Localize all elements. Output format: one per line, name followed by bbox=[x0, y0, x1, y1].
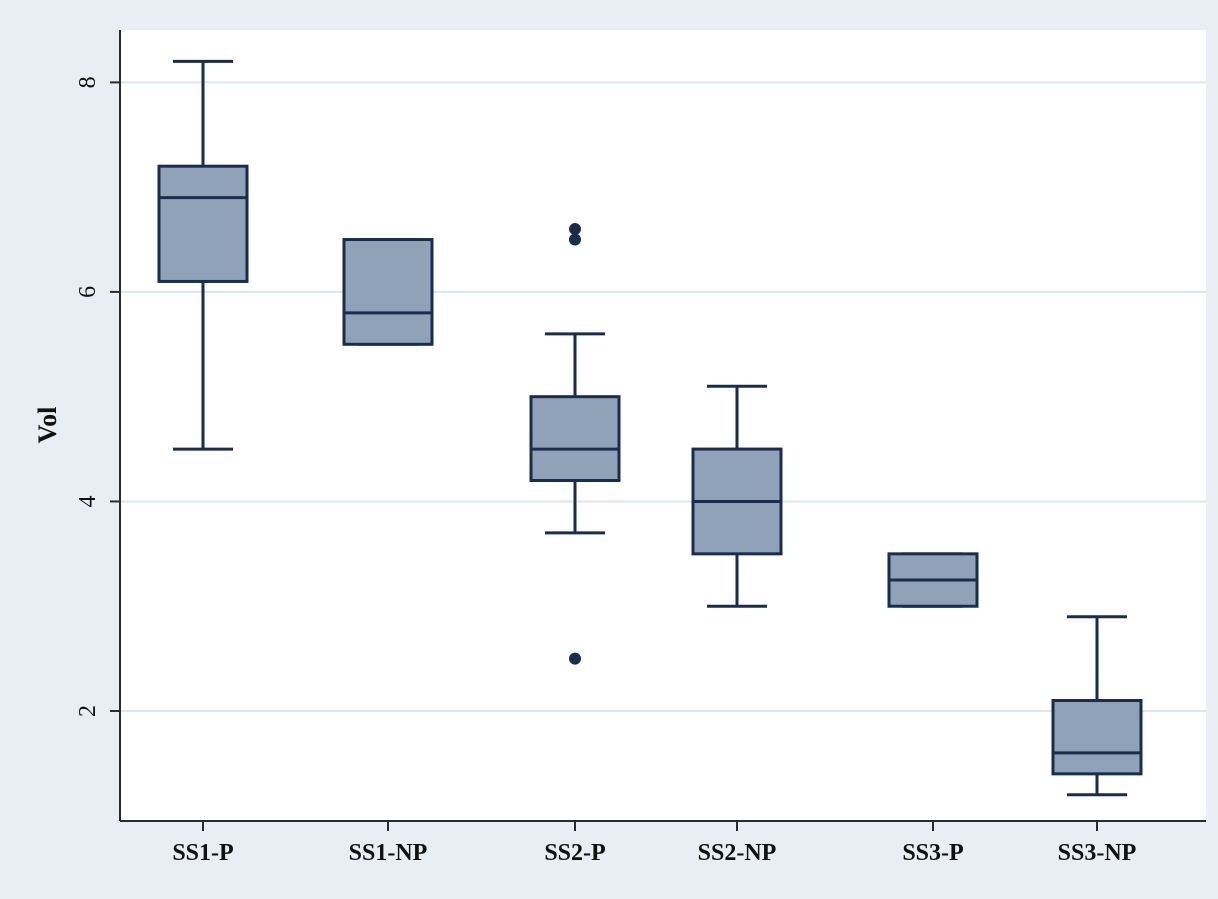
x-tick-label: SS2-NP bbox=[698, 840, 777, 866]
x-tick-label: SS3-P bbox=[902, 840, 963, 866]
x-tick-label: SS1-NP bbox=[349, 840, 428, 866]
x-tick-label: SS3-NP bbox=[1058, 840, 1137, 866]
box-group bbox=[157, 59, 249, 451]
y-axis-label: Vol bbox=[33, 407, 62, 444]
outlier-point bbox=[569, 223, 581, 236]
x-tick-label: SS1-P bbox=[172, 840, 233, 866]
plot-area bbox=[120, 30, 1206, 821]
box-group bbox=[1051, 615, 1143, 797]
box-iqr bbox=[1051, 699, 1143, 776]
box-iqr bbox=[157, 164, 249, 283]
y-tick-label: 4 bbox=[75, 495, 101, 507]
gridlines bbox=[120, 81, 1206, 712]
box-group bbox=[887, 552, 979, 608]
y-tick-label: 8 bbox=[75, 76, 101, 88]
y-tick-label: 6 bbox=[75, 286, 101, 298]
box-iqr bbox=[342, 238, 434, 346]
axes bbox=[119, 30, 1206, 822]
outlier-point bbox=[569, 233, 581, 246]
box-group bbox=[342, 238, 434, 346]
box-iqr bbox=[529, 395, 621, 483]
outlier-point bbox=[569, 652, 581, 665]
boxes bbox=[157, 59, 1143, 797]
x-ticks: SS1-P SS1-NP SS2-P SS2-NP SS3-P SS3-NP bbox=[172, 821, 1136, 866]
y-tick-label: 2 bbox=[75, 705, 101, 717]
x-tick-label: SS2-P bbox=[544, 840, 605, 866]
box-group bbox=[529, 223, 621, 665]
y-ticks: 2 4 6 8 bbox=[75, 76, 120, 717]
box-group bbox=[691, 384, 783, 608]
